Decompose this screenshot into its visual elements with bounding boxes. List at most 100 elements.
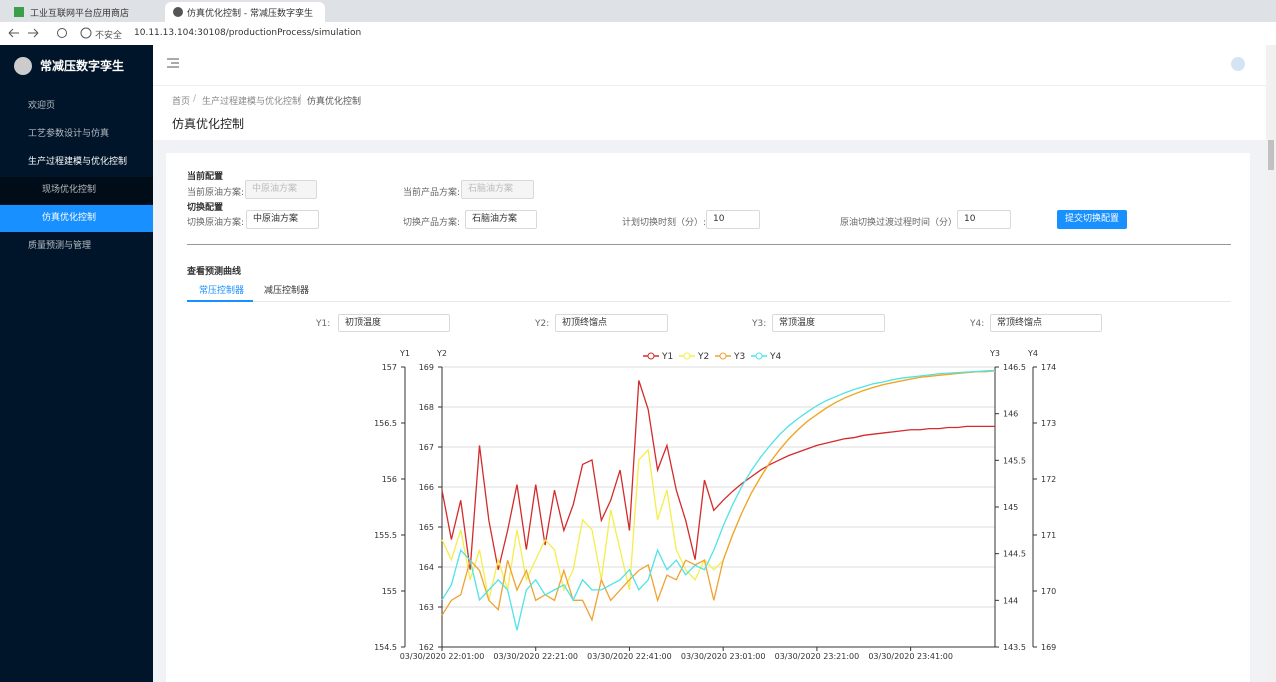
y-tick-label: 166 — [419, 483, 434, 492]
y-axis-title: Y4 — [1027, 349, 1038, 358]
menu-item[interactable]: 欢迎页 — [0, 93, 153, 120]
y-tick-label: 145 — [1003, 503, 1018, 512]
menu-item[interactable]: 工艺参数设计与仿真 — [0, 121, 153, 148]
submenu-item[interactable]: 现场优化控制 — [0, 177, 153, 204]
divider — [187, 244, 1231, 245]
y-tick-label: 144.5 — [1003, 550, 1026, 559]
y-tick-label: 143.5 — [1003, 643, 1026, 652]
legend-swatch-dot — [684, 353, 690, 359]
y-tick-label: 167 — [419, 443, 434, 452]
x-tick-label: 03/30/2020 22:41:00 — [587, 652, 672, 661]
y-tick-label: 170 — [1041, 587, 1056, 596]
menu-item[interactable]: 质量预测与管理 — [0, 233, 153, 260]
avatar[interactable] — [1231, 57, 1245, 71]
page-title: 仿真优化控制 — [172, 115, 244, 132]
y-tick-label: 145.5 — [1003, 456, 1026, 465]
field-label: 当前原油方案: — [187, 185, 244, 198]
select[interactable]: 石脑油方案 — [465, 210, 537, 229]
field-label: 原油切换过渡过程时间（分）: — [840, 215, 960, 228]
breadcrumb-separator: / — [193, 94, 196, 104]
submenu-item-active[interactable]: 仿真优化控制 — [0, 205, 153, 232]
y-tick-label: 156 — [382, 475, 397, 484]
security-label: 不安全 — [95, 28, 122, 41]
y-tick-label: 172 — [1041, 475, 1056, 484]
y-tick-label: 173 — [1041, 419, 1056, 428]
y-tick-label: 174 — [1041, 363, 1056, 372]
legend-swatch-dot — [756, 353, 762, 359]
select[interactable]: 初顶温度 — [338, 314, 450, 332]
y-tick-label: 171 — [1041, 531, 1056, 540]
y-tick-label: 146.5 — [1003, 363, 1026, 372]
y-axis-title: Y2 — [436, 349, 447, 358]
x-tick-label: 03/30/2020 23:01:00 — [681, 652, 766, 661]
menu-toggle[interactable] — [167, 58, 179, 68]
legend-label: Y4 — [769, 352, 781, 362]
input[interactable]: 10 — [706, 210, 760, 229]
y-tick-label: 165 — [419, 523, 434, 532]
nav-icons[interactable] — [6, 26, 76, 41]
y-tick-label: 164 — [419, 563, 434, 572]
y-tick-label: 144 — [1003, 596, 1018, 605]
tab[interactable]: 减压控制器 — [264, 283, 309, 296]
breadcrumb-item: 仿真优化控制 — [307, 94, 361, 107]
tab-title: 仿真优化控制 - 常减压数字孪生 — [187, 6, 313, 19]
header — [153, 45, 1266, 86]
tab-active[interactable]: 常压控制器 — [199, 283, 244, 296]
y-tick-label: 157 — [382, 363, 397, 372]
y-tick-label: 155.5 — [374, 531, 397, 540]
y-tick-label: 169 — [419, 363, 434, 372]
y-tick-label: 156.5 — [374, 419, 397, 428]
x-tick-label: 03/30/2020 23:41:00 — [868, 652, 953, 661]
select[interactable]: 初顶终馏点 — [555, 314, 668, 332]
select-label: Y1: — [316, 319, 330, 329]
field-label: 当前产品方案: — [403, 185, 460, 198]
breadcrumb-item[interactable]: 生产过程建模与优化控制 — [202, 94, 301, 107]
submit-button[interactable]: 提交切换配置 — [1057, 210, 1127, 229]
y-axis-title: Y3 — [989, 349, 1000, 358]
legend-label: Y3 — [733, 352, 745, 362]
select[interactable]: 常顶温度 — [772, 314, 885, 332]
tab-title: 工业互联网平台应用商店 — [30, 6, 129, 19]
tab[interactable]: 工业互联网平台应用商店 — [8, 2, 163, 22]
address-bar: 不安全 10.11.13.104:30108/productionProcess… — [0, 22, 1276, 46]
scrollbar — [1266, 45, 1276, 682]
breadcrumb-separator: / — [298, 94, 301, 104]
legend-label: Y2 — [697, 352, 709, 362]
series-line — [442, 371, 995, 600]
y-tick-label: 146 — [1003, 410, 1018, 419]
field-label: 计划切换时刻（分）: — [622, 215, 706, 228]
legend-swatch-dot — [720, 353, 726, 359]
series-line — [442, 371, 995, 620]
legend-swatch-dot — [648, 353, 654, 359]
page-header: 首页 / 生产过程建模与优化控制 / 仿真优化控制 仿真优化控制 — [153, 86, 1266, 140]
tab-ink — [187, 300, 253, 302]
field-label: 切换原油方案: — [187, 215, 244, 228]
select-label: Y2: — [535, 319, 549, 329]
sidebar: 常减压数字孪生 欢迎页 工艺参数设计与仿真 生产过程建模与优化控制 现场优化控制… — [0, 45, 153, 682]
section-title: 当前配置 — [187, 169, 223, 182]
logo — [14, 57, 32, 75]
select[interactable]: 常顶终馏点 — [990, 314, 1102, 332]
url[interactable]: 10.11.13.104:30108/productionProcess/sim… — [134, 28, 361, 38]
y-tick-label: 162 — [419, 643, 434, 652]
brand: 常减压数字孪生 — [40, 57, 124, 74]
tab-active[interactable]: 仿真优化控制 - 常减压数字孪生 — [165, 2, 325, 22]
select[interactable]: 中原油方案 — [246, 210, 319, 229]
y-axis-title: Y1 — [399, 349, 410, 358]
info-icon — [80, 27, 92, 39]
legend-label: Y1 — [661, 352, 673, 362]
menu-item[interactable]: 生产过程建模与优化控制 — [0, 149, 153, 176]
input-disabled: 中原油方案 — [245, 180, 317, 199]
input[interactable]: 10 — [957, 210, 1011, 229]
series-line — [442, 380, 995, 569]
select-label: Y3: — [752, 319, 766, 329]
section-title: 查看预测曲线 — [187, 264, 241, 277]
y-tick-label: 154.5 — [374, 643, 397, 652]
y-tick-label: 163 — [419, 603, 434, 612]
breadcrumb-item[interactable]: 首页 — [172, 94, 190, 107]
y-tick-label: 169 — [1041, 643, 1056, 652]
input-disabled: 石脑油方案 — [461, 180, 534, 199]
select-label: Y4: — [970, 319, 984, 329]
field-label: 切换产品方案: — [403, 215, 460, 228]
